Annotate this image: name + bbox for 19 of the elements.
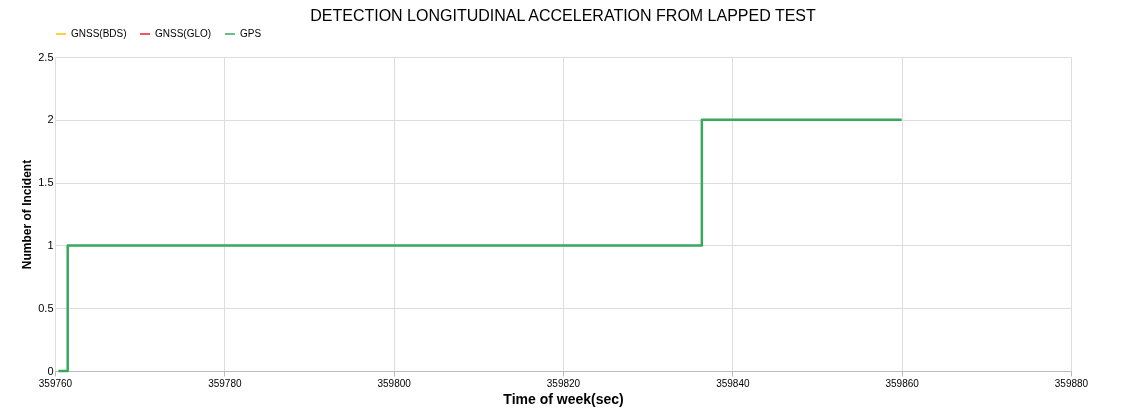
y-tick-label: 2 bbox=[47, 113, 54, 126]
y-tick-label: 2.5 bbox=[38, 50, 54, 63]
legend-label: GNSS(GLO) bbox=[155, 28, 212, 39]
x-tick-label: 359880 bbox=[1054, 377, 1089, 389]
x-tick-label: 359860 bbox=[885, 377, 920, 389]
legend-label: GNSS(BDS) bbox=[71, 28, 127, 39]
y-tick-label: 0.5 bbox=[38, 301, 54, 314]
y-tick-label: 0 bbox=[47, 364, 54, 377]
x-axis-title: Time of week(sec) bbox=[503, 390, 624, 407]
y-tick-label: 1.5 bbox=[38, 176, 54, 189]
x-tick-label: 359800 bbox=[377, 377, 412, 389]
x-tick-label: 359780 bbox=[208, 377, 242, 389]
y-tick-label: 1 bbox=[47, 238, 54, 251]
x-tick-label: 359760 bbox=[38, 377, 73, 389]
x-tick-label: 359820 bbox=[546, 377, 581, 389]
legend-label: GPS bbox=[240, 28, 262, 39]
chart-title: DETECTION LONGITUDINAL ACCELERATION FROM LAPPED TEST bbox=[310, 7, 817, 24]
x-tick-label: 359840 bbox=[716, 377, 750, 389]
y-axis-title: Number of Incident bbox=[20, 159, 35, 270]
